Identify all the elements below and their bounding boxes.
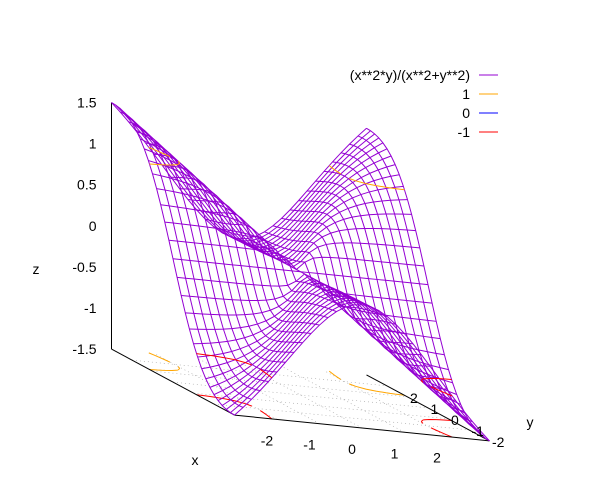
y-tick-label: -1 xyxy=(472,423,485,439)
grid-line-y-2 xyxy=(172,381,429,409)
z-tick-label: 1 xyxy=(89,136,97,152)
mesh-line-y-29 xyxy=(115,104,371,242)
y-axis-label: y xyxy=(527,414,534,430)
x-tick-label: -1 xyxy=(303,437,316,453)
x-axis-label: x xyxy=(192,452,199,468)
mesh-line-y-12 xyxy=(185,277,441,340)
legend-label: 0 xyxy=(462,105,470,121)
surface-mesh xyxy=(111,102,490,442)
mesh-line-x-30 xyxy=(366,127,490,442)
legend: (x**2*y)/(x**2+y**2) 1 0 -1 xyxy=(350,67,498,140)
y-tick-label: -2 xyxy=(492,434,505,450)
x-tick-label: -2 xyxy=(261,432,274,448)
grid-line-x-0 xyxy=(153,353,278,420)
surface-contours xyxy=(148,146,453,397)
z-tick-label: -0.5 xyxy=(72,259,96,275)
mesh-line-y-27 xyxy=(123,111,380,246)
mesh-line-y-20 xyxy=(152,173,408,262)
mesh-line-y-19 xyxy=(156,188,412,264)
mesh-line-y-18 xyxy=(160,204,416,266)
grid-line-y-3 xyxy=(152,370,408,398)
mesh-line-y-30 xyxy=(111,102,367,240)
mesh-line-y-6 xyxy=(209,290,466,414)
z-tick-label: -1 xyxy=(84,300,97,316)
z-tick-label: 0.5 xyxy=(77,177,97,193)
z-tick-label: 0 xyxy=(89,218,97,234)
mesh-line-y-2 xyxy=(225,299,482,436)
grid-line-y-4 xyxy=(131,359,388,387)
grid-line-y-0 xyxy=(213,403,470,431)
mesh-line-y-17 xyxy=(164,221,420,268)
x-axis-line xyxy=(234,414,490,442)
mesh-line-y-28 xyxy=(119,107,376,244)
grid-line-x-1 xyxy=(196,357,320,424)
mesh-line-y-25 xyxy=(131,122,388,251)
base-contours xyxy=(148,352,453,438)
y-axis-line xyxy=(366,374,490,442)
mesh-line-y-16 xyxy=(168,239,424,271)
mesh-line-y-7 xyxy=(205,288,462,406)
mesh-line-y-15 xyxy=(172,258,429,286)
z-tick-label: 1.5 xyxy=(77,95,97,111)
legend-label: (x**2*y)/(x**2+y**2) xyxy=(350,67,470,83)
contour-base-1 xyxy=(148,352,405,396)
axes xyxy=(111,102,490,442)
mesh-line-y-13 xyxy=(181,275,437,322)
x-tick-label: 0 xyxy=(348,441,356,457)
base-edge-left xyxy=(111,348,235,416)
legend-label: -1 xyxy=(458,124,471,140)
grid-line-x-3 xyxy=(281,366,405,433)
y-tick-label: 0 xyxy=(451,412,459,428)
contour-surface-1 xyxy=(148,146,405,191)
x-tick-label: 2 xyxy=(433,450,441,466)
z-axis-label: z xyxy=(33,261,40,277)
grid-line-y-1 xyxy=(193,392,449,420)
mesh-line-y-14 xyxy=(177,273,433,304)
y-tick-label: 1 xyxy=(431,401,439,417)
base-grid xyxy=(131,353,470,437)
x-tick-label: 1 xyxy=(391,445,399,461)
mesh-line-y-24 xyxy=(135,129,392,253)
y-tick-label: 2 xyxy=(410,390,418,406)
grid-line-x-4 xyxy=(323,370,448,437)
legend-label: 1 xyxy=(462,86,470,102)
contour-surface--1 xyxy=(196,353,453,397)
z-tick-label: -1.5 xyxy=(72,341,96,357)
